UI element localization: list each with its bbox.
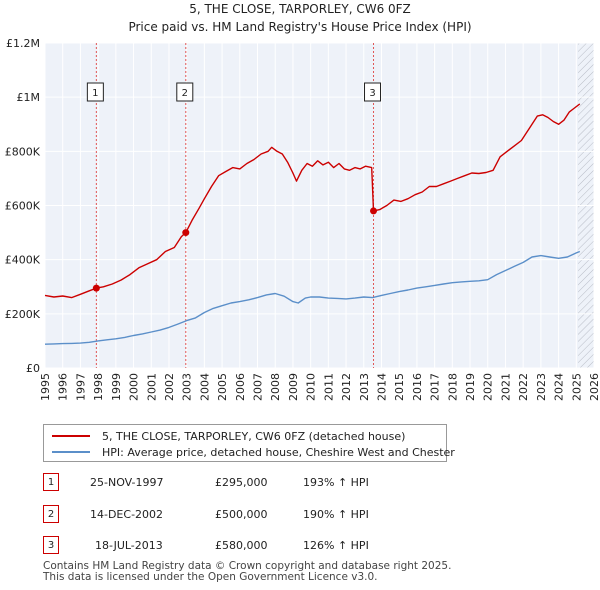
x-tick-label: 2004	[198, 373, 211, 401]
footer-copyright: Contains HM Land Registry data © Crown c…	[43, 560, 452, 572]
x-tick-label: 2002	[163, 373, 176, 401]
event-label-box	[86, 82, 104, 102]
x-tick-label: 2001	[145, 373, 158, 401]
x-tick-label: 2000	[128, 373, 141, 401]
transaction-date: 18-JUL-2013	[95, 538, 163, 552]
y-tick-label: £800K	[5, 145, 41, 158]
sale-point	[182, 229, 190, 237]
chart-title: 5, THE CLOSE, TARPORLEY, CW6 0FZ	[189, 2, 411, 16]
y-tick-label: £600K	[5, 200, 41, 213]
series-lines	[44, 103, 581, 345]
x-tick-label: 2023	[535, 373, 548, 401]
x-tick-label: 1995	[39, 373, 52, 401]
transaction-price: £500,000	[215, 507, 268, 521]
x-tick-label: 2018	[446, 373, 459, 401]
y-tick-label: £400K	[5, 254, 41, 267]
transaction-date: 14-DEC-2002	[90, 507, 164, 521]
transaction-row: 2 14-DEC-2002 £500,000 190% ↑ HPI	[43, 504, 369, 524]
sale-point	[92, 284, 100, 292]
x-tick-label: 1998	[92, 373, 105, 401]
series-line-hpi	[44, 250, 581, 345]
x-tick-label: 2024	[553, 373, 566, 401]
transaction-hpi: 126% ↑ HPI	[303, 538, 369, 552]
x-tick-label: 2016	[411, 373, 424, 401]
transaction-row: 1 25-NOV-1997 £295,000 193% ↑ HPI	[43, 472, 369, 492]
x-tick-label: 1996	[57, 373, 70, 401]
event-label: 2	[182, 88, 188, 99]
price-chart: 5, THE CLOSE, TARPORLEY, CW6 0FZ Price p…	[5, 2, 600, 401]
transaction-number: 1	[43, 473, 59, 491]
y-axis-labels: £0 £200K £400K £600K £800K £1M £1.2M	[5, 37, 41, 375]
legend-label-hpi: HPI: Average price, detached house, Ches…	[102, 445, 455, 459]
event-label-box	[364, 82, 382, 102]
legend-item-hpi: HPI: Average price, detached house, Ches…	[52, 444, 455, 460]
legend: 5, THE CLOSE, TARPORLEY, CW6 0FZ (detach…	[43, 424, 455, 462]
y-tick-label: £0	[26, 362, 40, 375]
event-lines: 1 2 3	[86, 43, 382, 368]
sale-point	[370, 207, 378, 215]
transaction-price: £295,000	[215, 475, 268, 489]
x-tick-label: 2013	[358, 373, 371, 401]
transaction-hpi: 193% ↑ HPI	[303, 475, 369, 489]
x-tick-label: 1999	[110, 373, 123, 401]
x-tick-label: 2006	[234, 373, 247, 401]
footer-license: This data is licensed under the Open Gov…	[43, 571, 378, 583]
x-tick-label: 2012	[340, 373, 353, 401]
x-tick-label: 2014	[375, 373, 388, 401]
transaction-price: £580,000	[215, 538, 268, 552]
series-line-property	[44, 103, 581, 299]
y-tick-label: £1M	[17, 91, 41, 104]
event-label-box	[176, 82, 194, 102]
grid-lines	[44, 42, 595, 369]
legend-swatch-hpi	[52, 451, 90, 453]
x-tick-label: 2019	[464, 373, 477, 401]
x-tick-label: 2017	[429, 373, 442, 401]
x-tick-label: 2026	[588, 373, 600, 401]
x-axis-labels: 1995 1996 1997 1998 1999 2000 2001 2002 2003 2004…	[39, 373, 600, 401]
transaction-row: 3 18-JUL-2013 £580,000 126% ↑ HPI	[43, 535, 369, 555]
x-tick-label: 2022	[517, 373, 530, 401]
x-tick-label: 2009	[287, 373, 300, 401]
legend-label-property: 5, THE CLOSE, TARPORLEY, CW6 0FZ (detach…	[102, 429, 406, 443]
y-tick-label: £200K	[5, 308, 41, 321]
x-tick-label: 2010	[305, 373, 318, 401]
x-tick-label: 2015	[393, 373, 406, 401]
x-tick-label: 2003	[181, 373, 194, 401]
chart-subtitle: Price paid vs. HM Land Registry's House …	[128, 20, 471, 34]
event-label: 3	[369, 88, 375, 99]
transaction-date: 25-NOV-1997	[90, 475, 164, 489]
transaction-number: 2	[43, 505, 59, 523]
x-tick-label: 2005	[216, 373, 229, 401]
y-tick-label: £1.2M	[6, 37, 40, 50]
legend-item-property: 5, THE CLOSE, TARPORLEY, CW6 0FZ (detach…	[52, 428, 405, 444]
x-tick-label: 2008	[269, 373, 282, 401]
x-tick-label: 2021	[499, 373, 512, 401]
event-label: 1	[92, 88, 98, 99]
transaction-hpi: 190% ↑ HPI	[303, 507, 369, 521]
x-tick-label: 2025	[570, 373, 583, 401]
transaction-number: 3	[43, 536, 59, 554]
x-tick-label: 2020	[482, 373, 495, 401]
legend-swatch-property	[52, 435, 90, 437]
x-tick-label: 2011	[322, 373, 335, 401]
footer: Contains HM Land Registry data © Crown c…	[43, 561, 451, 583]
x-tick-label: 2007	[252, 373, 265, 401]
x-tick-label: 1997	[74, 373, 87, 401]
event-markers	[92, 207, 378, 292]
